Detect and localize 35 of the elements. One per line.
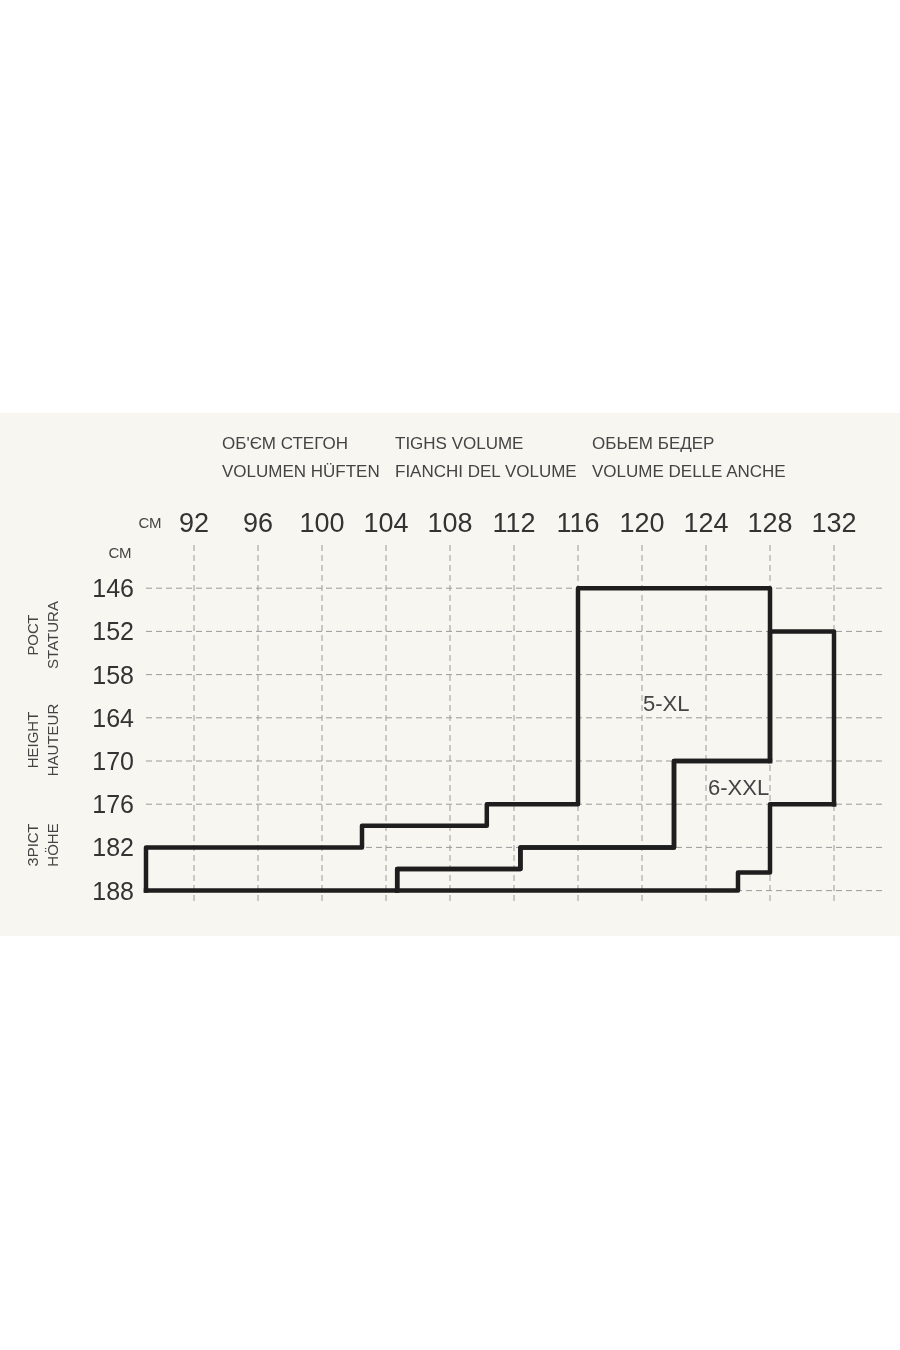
x-tick-label: 104 <box>363 508 409 538</box>
annotation: 5-XL <box>643 691 690 716</box>
text: ОБЬЕМ БЕДЕР <box>592 434 715 453</box>
annotation: 6-XXL <box>708 775 770 800</box>
x-tick-label: 128 <box>747 508 793 538</box>
text: ЗРІСТ <box>24 823 41 867</box>
x-tick-label: 116 <box>556 508 600 538</box>
y-tick-label: 146 <box>92 574 134 603</box>
text: VOLUME DELLE ANCHE <box>592 462 786 481</box>
x-tick-label: 124 <box>683 508 729 538</box>
text: FIANCHI DEL VOLUME <box>395 462 577 481</box>
x-tick-label: 112 <box>492 508 536 538</box>
y-tick-label: 176 <box>92 790 134 819</box>
text: VOLUMEN HÜFTEN <box>222 462 380 481</box>
text: СМ <box>108 544 132 561</box>
text: HEIGHT <box>24 711 41 769</box>
text: HÖHE <box>44 823 61 867</box>
x-tick-label: 96 <box>242 508 274 538</box>
y-tick-label: 164 <box>92 703 135 732</box>
y-tick-label: 158 <box>92 660 134 689</box>
text: TIGHS VOLUME <box>395 434 524 453</box>
x-tick-label: 108 <box>427 508 473 538</box>
y-tick-label: 188 <box>92 876 134 905</box>
y-tick-label: 170 <box>92 747 134 775</box>
x-tick-label: 92 <box>178 508 210 538</box>
x-tick-label: 120 <box>619 508 665 538</box>
x-tick-label: 132 <box>811 508 857 538</box>
y-tick-label: 152 <box>92 617 134 646</box>
y-tick-label: 182 <box>92 833 134 862</box>
text: STATURA <box>44 601 61 669</box>
text: ОБ'ЄМ СТЕГОН <box>222 434 348 453</box>
x-tick-label: 100 <box>299 508 345 538</box>
text: HAUTEUR <box>44 703 61 777</box>
text: РОСТ <box>24 614 41 656</box>
text: СМ <box>138 514 162 531</box>
